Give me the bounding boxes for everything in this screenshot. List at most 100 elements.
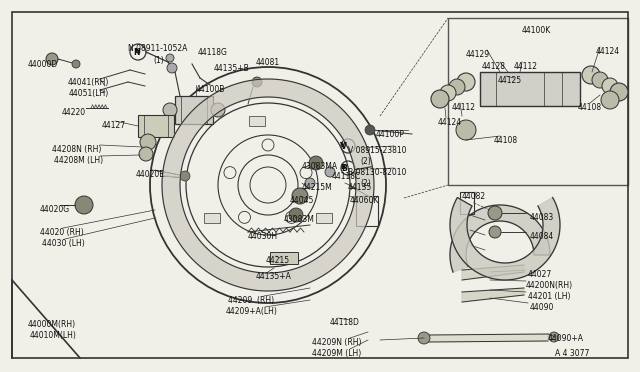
Circle shape: [252, 77, 262, 87]
Circle shape: [211, 103, 225, 117]
Circle shape: [488, 206, 502, 220]
Circle shape: [440, 85, 456, 101]
Bar: [249, 116, 265, 126]
Text: (1): (1): [153, 56, 164, 65]
Text: 44112: 44112: [452, 103, 476, 112]
Text: 44000M(RH): 44000M(RH): [28, 320, 76, 329]
Circle shape: [489, 226, 501, 238]
Circle shape: [456, 120, 476, 140]
Text: (2): (2): [360, 157, 371, 166]
Text: 44083: 44083: [530, 213, 554, 222]
Text: 44020G: 44020G: [40, 205, 70, 214]
Text: 44209N (RH): 44209N (RH): [312, 338, 362, 347]
Text: V: V: [340, 142, 346, 148]
Text: 44118D: 44118D: [330, 318, 360, 327]
Text: 44108: 44108: [578, 103, 602, 112]
Text: 44129: 44129: [466, 50, 490, 59]
Polygon shape: [450, 198, 560, 280]
Bar: [270, 252, 298, 264]
Circle shape: [582, 66, 600, 84]
Circle shape: [305, 178, 315, 188]
Text: 44215M: 44215M: [302, 183, 333, 192]
Text: 44081: 44081: [256, 58, 280, 67]
Polygon shape: [162, 167, 374, 291]
Bar: [204, 212, 220, 222]
Text: 44128: 44128: [482, 62, 506, 71]
Text: B: B: [341, 164, 347, 173]
Text: 44135: 44135: [348, 183, 372, 192]
Circle shape: [75, 196, 93, 214]
Text: 44135+B: 44135+B: [214, 64, 250, 73]
Polygon shape: [163, 79, 372, 177]
Text: 44051(LH): 44051(LH): [69, 89, 109, 98]
Text: 44030H: 44030H: [248, 232, 278, 241]
Circle shape: [292, 188, 308, 204]
Circle shape: [418, 332, 430, 344]
Circle shape: [449, 79, 465, 95]
Circle shape: [602, 78, 618, 94]
Text: 44124: 44124: [596, 47, 620, 56]
Bar: [460, 192, 474, 214]
Text: (2): (2): [360, 179, 371, 188]
Text: 44209  (RH): 44209 (RH): [228, 296, 274, 305]
Circle shape: [180, 171, 190, 181]
Text: 44084: 44084: [530, 232, 554, 241]
Text: 44060K: 44060K: [350, 196, 380, 205]
Circle shape: [46, 53, 58, 65]
Text: 44010M(LH): 44010M(LH): [30, 331, 77, 340]
Text: 44208M (LH): 44208M (LH): [54, 156, 103, 165]
Polygon shape: [462, 265, 524, 280]
Text: B: B: [340, 164, 345, 170]
Text: 44220: 44220: [62, 108, 86, 117]
Text: 44000D: 44000D: [28, 60, 58, 69]
Circle shape: [309, 156, 323, 170]
Circle shape: [140, 134, 156, 150]
Text: 44135+A: 44135+A: [256, 272, 292, 281]
Circle shape: [166, 54, 174, 62]
Text: 44112: 44112: [514, 62, 538, 71]
Bar: [138, 115, 174, 137]
Text: 44209M (LH): 44209M (LH): [312, 349, 361, 358]
Circle shape: [163, 103, 177, 117]
Bar: [175, 96, 213, 124]
Circle shape: [325, 167, 335, 177]
Text: 44209+A(LH): 44209+A(LH): [226, 307, 278, 316]
Text: 44108: 44108: [494, 136, 518, 145]
Text: 44100B: 44100B: [196, 85, 225, 94]
Circle shape: [139, 147, 153, 161]
Text: 44127: 44127: [102, 121, 126, 130]
Text: N: N: [133, 48, 140, 57]
Text: 44082: 44082: [462, 192, 486, 201]
Text: 43083MA: 43083MA: [302, 162, 338, 171]
Text: N: N: [134, 48, 140, 54]
Circle shape: [72, 60, 80, 68]
Text: 44201 (LH): 44201 (LH): [528, 292, 570, 301]
Bar: [448, 18, 628, 185]
Circle shape: [601, 91, 619, 109]
Circle shape: [365, 125, 375, 135]
Text: 44020E: 44020E: [136, 170, 165, 179]
Text: N 08911-1052A: N 08911-1052A: [128, 44, 188, 53]
Bar: [480, 72, 580, 106]
Text: 44020 (RH): 44020 (RH): [40, 228, 84, 237]
Circle shape: [289, 208, 303, 222]
Text: A 4 3077: A 4 3077: [555, 349, 589, 358]
Circle shape: [431, 90, 449, 108]
Polygon shape: [450, 205, 550, 272]
Text: B 08130-82010: B 08130-82010: [348, 168, 406, 177]
Text: 44100K: 44100K: [522, 26, 551, 35]
Bar: [356, 196, 378, 226]
Polygon shape: [79, 200, 89, 210]
Circle shape: [610, 83, 628, 101]
Text: 43083M: 43083M: [284, 215, 315, 224]
Text: V 08915-23810: V 08915-23810: [348, 146, 406, 155]
Text: 44030 (LH): 44030 (LH): [42, 239, 84, 248]
Text: V: V: [341, 142, 347, 151]
Text: 44027: 44027: [528, 270, 552, 279]
Text: 44041(RH): 44041(RH): [68, 78, 109, 87]
Circle shape: [457, 73, 475, 91]
Polygon shape: [428, 334, 548, 342]
Text: 44208N (RH): 44208N (RH): [52, 145, 101, 154]
Text: 44200N(RH): 44200N(RH): [526, 281, 573, 290]
Text: 44045: 44045: [290, 196, 314, 205]
